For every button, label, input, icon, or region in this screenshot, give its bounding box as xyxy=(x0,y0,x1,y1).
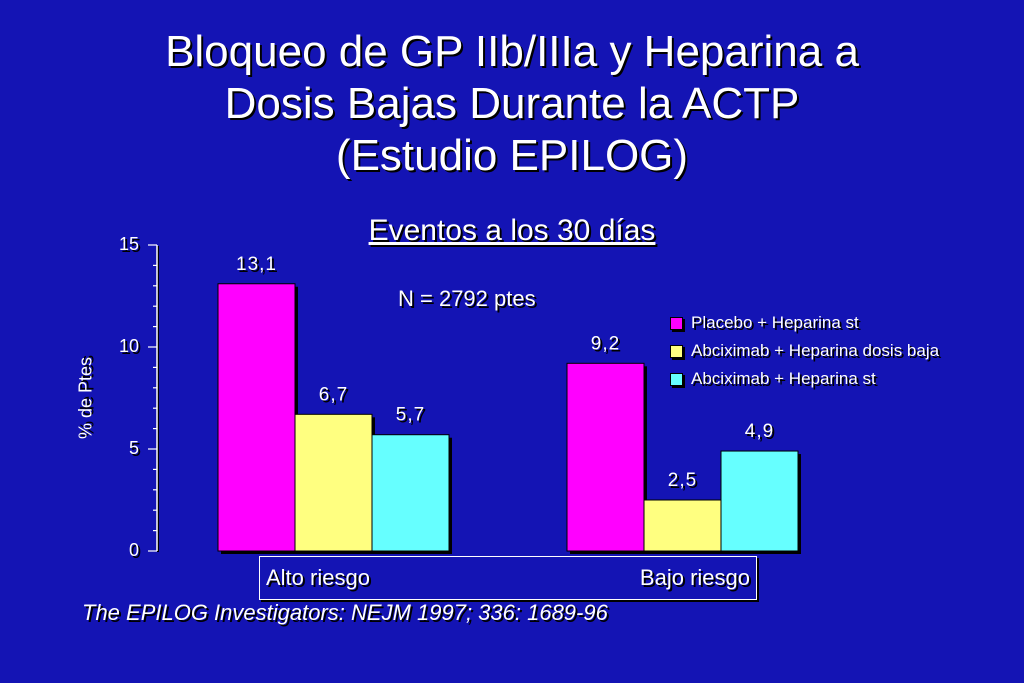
legend-item-abciximab-low-dose: Abciximab + Heparina dosis baja xyxy=(670,337,939,365)
legend-label-abciximab-low-dose: Abciximab + Heparina dosis baja xyxy=(691,341,940,360)
y-tick-label: 5 xyxy=(129,438,139,458)
legend: Placebo + Heparina st Abciximab + Hepari… xyxy=(670,309,939,393)
slide-title: Bloqueo de GP IIb/IIIa y Heparina a Dosi… xyxy=(0,26,1024,182)
y-tick-label: 15 xyxy=(119,234,139,254)
bar xyxy=(643,499,722,552)
y-tick-label: 10 xyxy=(119,336,139,356)
legend-item-placebo: Placebo + Heparina st xyxy=(670,309,939,337)
x-category-high-risk: Alto riesgo xyxy=(266,565,370,590)
bar xyxy=(720,450,799,552)
bar-value-label-shadow: 4,9 xyxy=(747,423,776,444)
y-tick-label-shadow: 0 xyxy=(131,542,141,562)
legend-label-placebo: Placebo + Heparina st xyxy=(691,313,859,332)
bar xyxy=(217,283,296,552)
source-citation: The EPILOG Investigators: NEJM 1997; 336… xyxy=(82,600,608,625)
y-tick-label-shadow: 5 xyxy=(131,440,141,460)
x-category-box: Alto riesgo Bajo riesgo xyxy=(259,556,757,600)
bar-value-label: 13,1 xyxy=(236,254,277,275)
legend-swatch-placebo xyxy=(670,316,683,330)
bar-value-label-shadow: 6,7 xyxy=(321,386,350,407)
bar xyxy=(371,434,450,552)
y-axis-label: % de Ptes xyxy=(75,356,96,440)
title-line-2: Dosis Bajas Durante la ACTP xyxy=(224,79,800,128)
title-line-3: (Estudio EPILOG) xyxy=(335,131,689,180)
bar-value-label: 5,7 xyxy=(396,405,425,426)
bar-value-label-shadow: 5,7 xyxy=(398,407,427,428)
title-line-1: Bloqueo de GP IIb/IIIa y Heparina a xyxy=(165,27,859,76)
bar-value-label-shadow: 13,1 xyxy=(238,256,279,277)
bar-value-label-shadow: 2,5 xyxy=(670,472,699,493)
bar-value-label: 2,5 xyxy=(668,470,697,491)
bar-value-label-shadow: 9,2 xyxy=(593,335,622,356)
y-tick-label-shadow: 10 xyxy=(121,338,141,358)
bar xyxy=(566,362,645,552)
y-tick-label-shadow: 15 xyxy=(121,236,141,256)
x-category-low-risk: Bajo riesgo xyxy=(639,565,750,590)
bar-value-label: 9,2 xyxy=(591,333,620,354)
legend-item-abciximab-standard: Abciximab + Heparina st xyxy=(670,365,939,393)
y-tick-label: 0 xyxy=(129,540,139,560)
bar xyxy=(294,413,373,552)
chart-subtitle: Eventos a los 30 días xyxy=(368,214,656,247)
bar-value-label: 6,7 xyxy=(319,384,348,405)
legend-swatch-abciximab-standard xyxy=(670,372,683,386)
legend-swatch-abciximab-low-dose xyxy=(670,344,683,358)
legend-label-abciximab-standard: Abciximab + Heparina st xyxy=(691,369,876,388)
bar-value-label: 4,9 xyxy=(745,421,774,442)
sample-size-note: N = 2792 ptes xyxy=(398,286,536,311)
